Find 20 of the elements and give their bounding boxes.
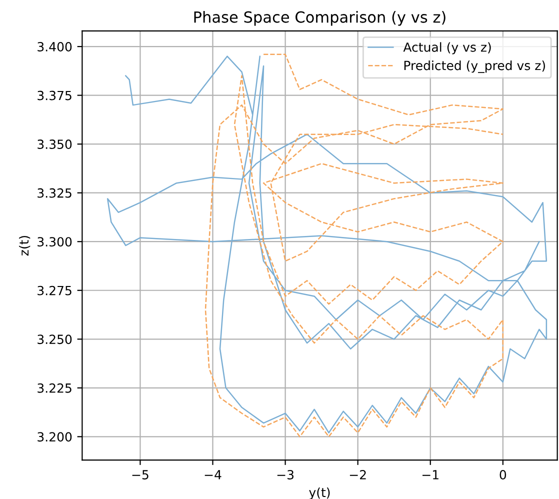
y-tick-label: 3.400 (38, 42, 72, 52)
x-tick-label: −1 (422, 470, 438, 480)
x-tick-label: −5 (132, 470, 148, 480)
legend-label: Actual (y vs z) (403, 42, 491, 54)
y-tick-label: 3.250 (38, 334, 72, 344)
legend-label: Predicted (y_pred vs z) (404, 60, 545, 73)
y-tick-label: 3.200 (38, 432, 72, 442)
y-tick-label: 3.350 (38, 140, 72, 149)
y-tick-label: 3.300 (38, 237, 72, 247)
x-tick-label: 0 (500, 470, 506, 480)
y-axis-title: z(t) (19, 236, 30, 256)
x-tick-label: −3 (277, 470, 294, 480)
x-tick-label: −2 (350, 470, 366, 480)
x-tick-label: −4 (204, 470, 222, 480)
line-series (106, 56, 548, 434)
y-tick-label: 3.325 (38, 188, 72, 198)
y-tick-label: 3.275 (38, 286, 72, 296)
y-tick-label: 3.225 (38, 383, 72, 393)
chart-title: Phase Space Comparison (y vs z) (194, 10, 446, 26)
y-tick-label: 3.375 (38, 90, 72, 100)
